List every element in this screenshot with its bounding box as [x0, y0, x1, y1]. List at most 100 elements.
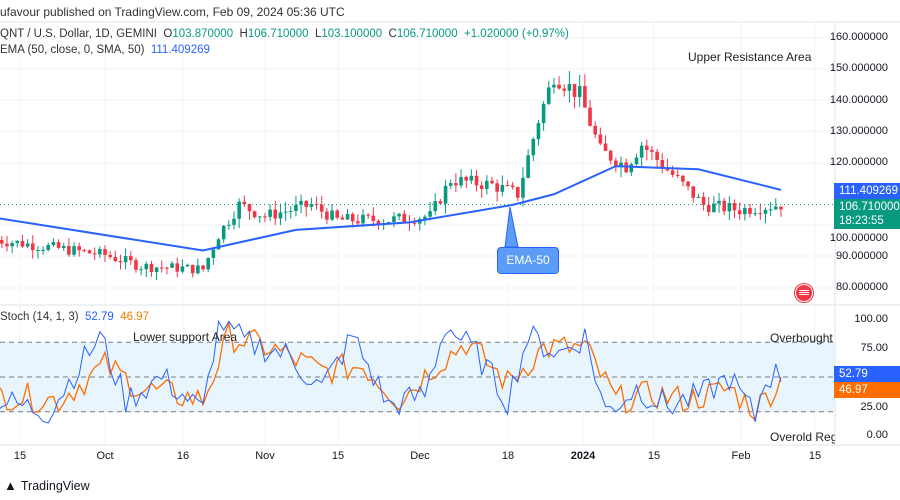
high-label: H: [239, 28, 248, 40]
time-tick: 15: [13, 450, 27, 462]
candle: [46, 245, 51, 250]
candle: [376, 220, 381, 226]
candle: [423, 216, 427, 220]
last-price: 106.710000: [839, 201, 900, 213]
candle: [588, 107, 592, 126]
price-tick: 150.000000: [829, 62, 888, 74]
price-tick: 160.000000: [829, 31, 888, 43]
candle: [149, 263, 154, 272]
us-flag-icon[interactable]: [795, 284, 813, 302]
candle: [221, 225, 226, 240]
candle: [61, 246, 66, 248]
candle: [278, 212, 283, 219]
candle: [263, 216, 267, 218]
open-value: 103.870000: [172, 28, 234, 40]
close-label: C: [388, 28, 397, 40]
tradingview-logo-icon: ▲: [4, 478, 17, 493]
candle: [737, 210, 742, 215]
time-tick: 2024: [570, 450, 596, 462]
candle: [25, 243, 30, 247]
stoch-d-value: 46.97: [120, 311, 149, 323]
candle: [526, 155, 530, 178]
candle: [495, 183, 499, 192]
stoch-k-line: [0, 319, 782, 424]
candle: [87, 250, 92, 254]
candle: [706, 204, 711, 213]
candle: [567, 84, 572, 91]
candle: [82, 250, 87, 252]
candle: [583, 86, 587, 108]
candle: [531, 139, 536, 156]
stoch-tick: 75.00: [860, 342, 888, 354]
candle: [36, 250, 40, 252]
candle: [77, 246, 81, 251]
candle: [56, 242, 61, 248]
candle: [614, 160, 618, 167]
stoch-tick: 0.00: [866, 429, 888, 441]
candle: [335, 210, 339, 218]
candle: [309, 204, 314, 207]
candle: [428, 211, 432, 217]
published-line: ufavour published on TradingView.com, Fe…: [0, 5, 345, 19]
candle: [681, 175, 685, 182]
candle: [15, 240, 20, 244]
candle: [753, 213, 757, 215]
stoch-label: Stoch (14, 1, 3): [0, 311, 79, 323]
candle: [345, 214, 350, 220]
candle: [387, 222, 391, 224]
candle: [572, 84, 577, 97]
stoch-legend[interactable]: Stoch (14, 1, 3) 52.79 46.97: [0, 311, 149, 323]
candle: [448, 183, 453, 186]
candle: [185, 264, 190, 267]
candle: [505, 185, 510, 187]
candle: [500, 185, 505, 192]
candle: [727, 203, 732, 212]
candle: [629, 164, 634, 173]
symbol-name[interactable]: QNT / U.S. Dollar, 1D, GEMINI: [0, 28, 157, 40]
price-tick: 100.000000: [829, 232, 888, 244]
candle: [325, 211, 329, 220]
candle: [154, 267, 159, 272]
candle: [712, 203, 716, 213]
candle: [350, 214, 355, 222]
candle: [361, 214, 365, 224]
candle: [557, 84, 561, 89]
candle: [433, 201, 438, 212]
candle: [779, 206, 783, 210]
time-tick: Nov: [255, 450, 275, 462]
candle: [139, 269, 143, 271]
candle: [67, 246, 71, 255]
ema-legend[interactable]: EMA (50, close, 0, SMA, 50) 111.409269: [0, 44, 210, 56]
candle: [546, 87, 551, 104]
ema-value: 111.409269: [150, 44, 210, 56]
stoch-k-tag: 52.79: [834, 366, 900, 382]
candle: [670, 170, 675, 175]
time-tick: 15: [331, 450, 345, 462]
stoch-tick: 25.00: [860, 401, 888, 413]
price-tick: 80.000000: [836, 281, 888, 293]
candle: [438, 201, 443, 204]
candle: [691, 186, 696, 198]
candle: [562, 88, 567, 91]
time-tick: Oct: [96, 450, 114, 462]
candle: [366, 214, 370, 216]
time-tick: Feb: [731, 450, 751, 462]
candle: [206, 257, 210, 270]
candle: [516, 187, 520, 198]
candle: [216, 239, 221, 250]
candle: [603, 143, 608, 151]
candle: [732, 203, 737, 211]
candle: [443, 185, 448, 204]
candle: [577, 86, 582, 97]
candle: [319, 204, 324, 212]
last-price-tag: 106.710000 18:23:55: [834, 199, 900, 229]
price-tick: 90.000000: [836, 250, 888, 262]
close-value: 106.710000: [396, 28, 458, 40]
tradingview-logo[interactable]: ▲ TradingView: [4, 478, 90, 493]
candle: [283, 211, 288, 213]
ema-label: EMA (50, close, 0, SMA, 50): [0, 44, 145, 56]
candle: [144, 263, 149, 270]
candle: [288, 210, 293, 212]
